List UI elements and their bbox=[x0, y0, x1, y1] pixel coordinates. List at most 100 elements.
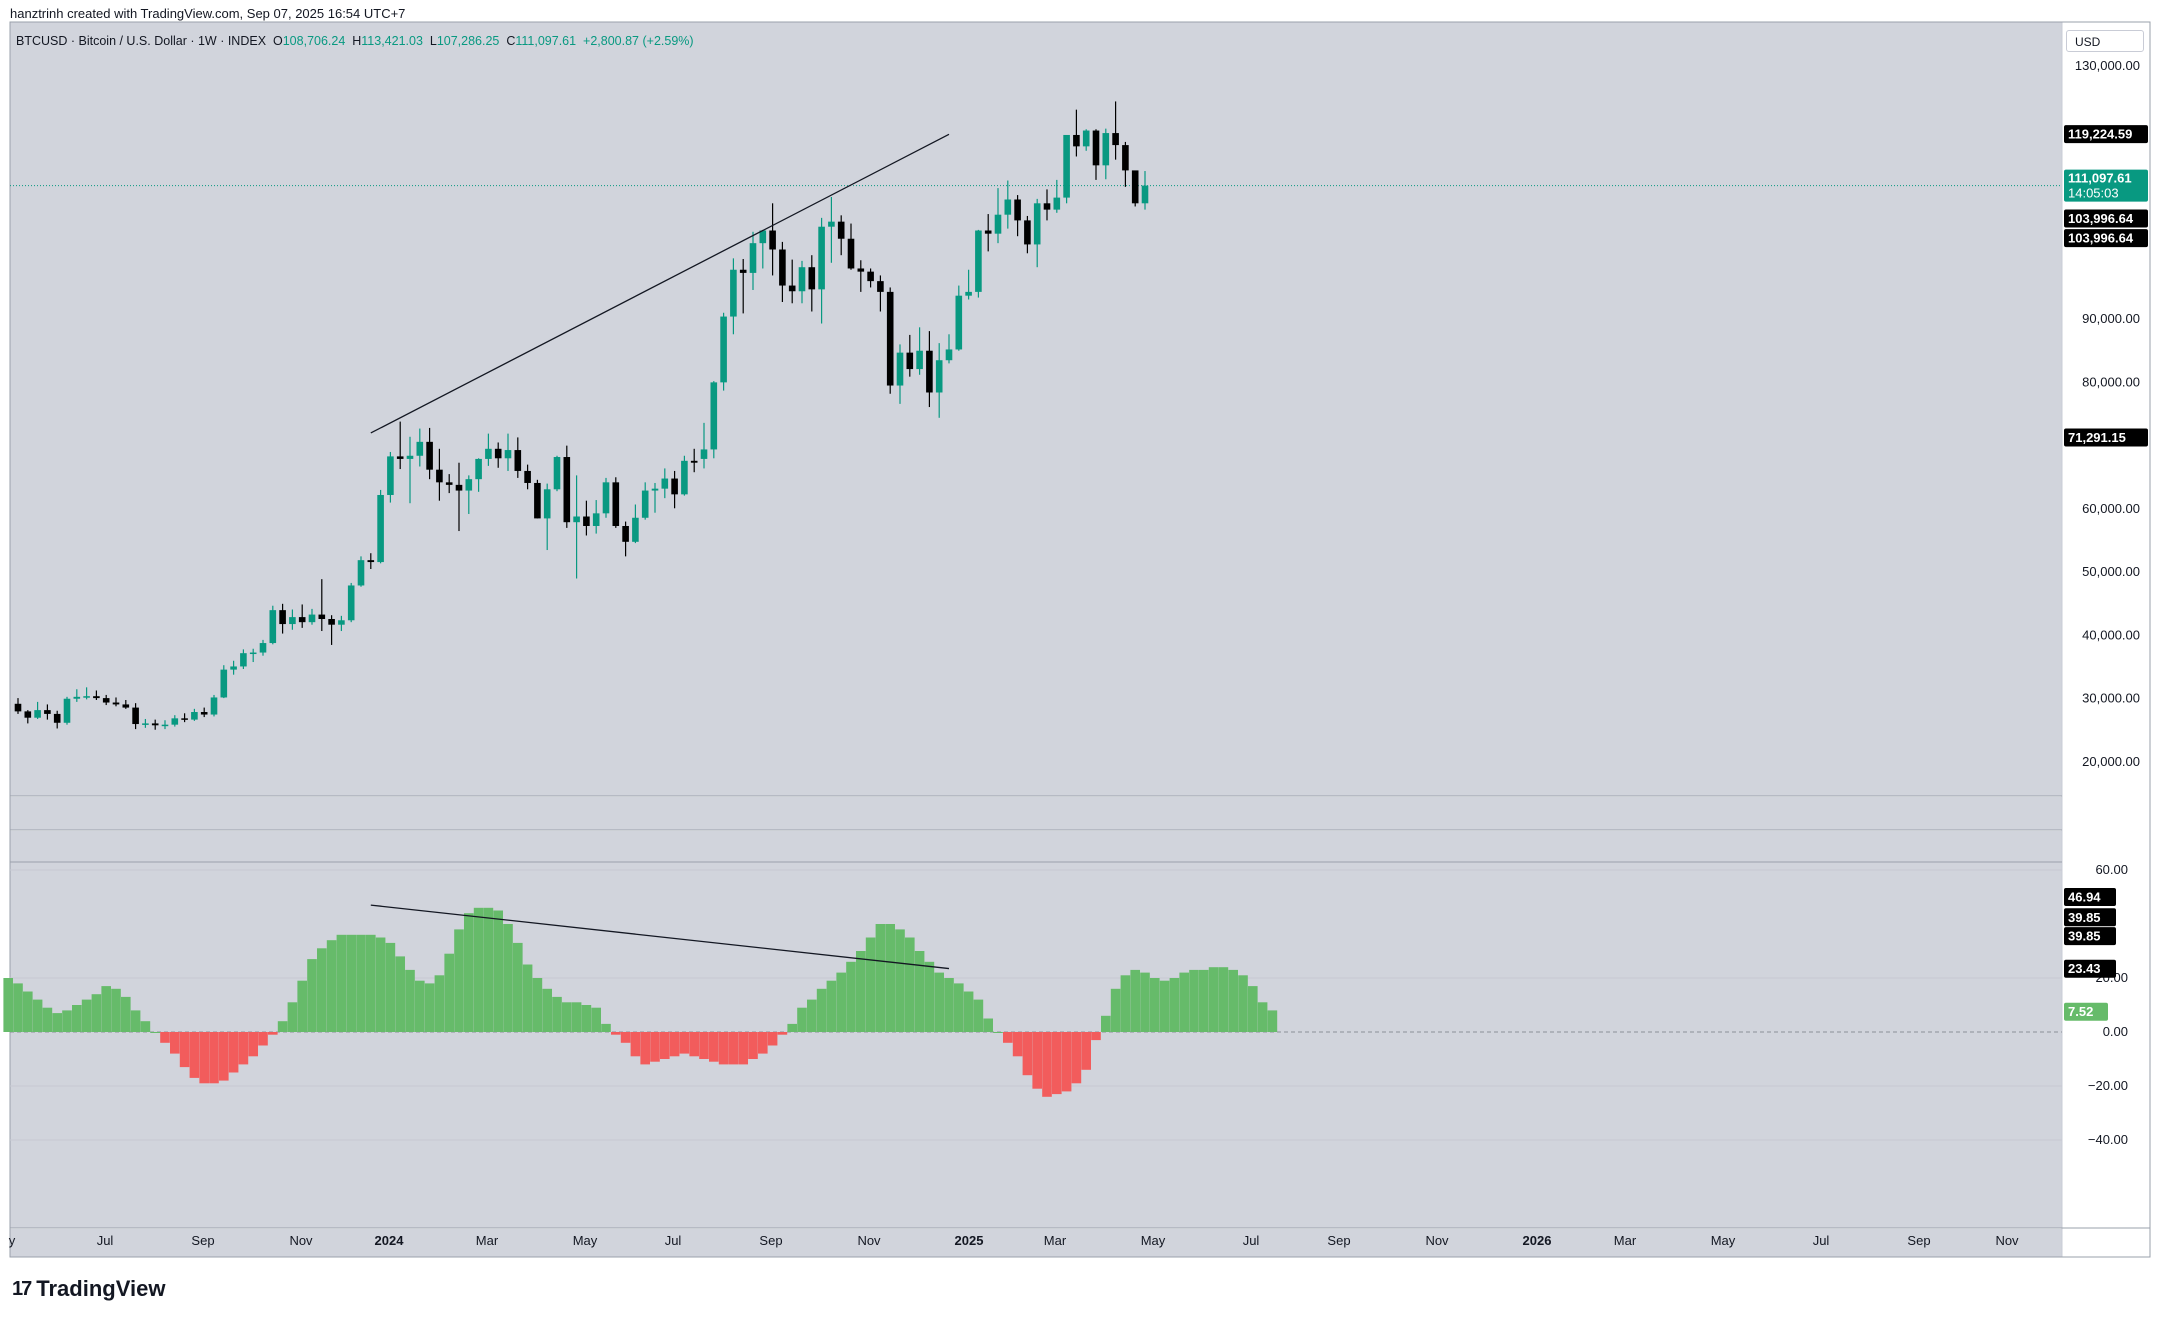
histogram-bar bbox=[1169, 978, 1180, 1032]
histogram-bar bbox=[777, 1032, 788, 1035]
candle-body bbox=[886, 291, 894, 386]
price-axis-tick: 90,000.00 bbox=[2082, 311, 2140, 326]
candle-body bbox=[1122, 145, 1129, 171]
histogram-bar bbox=[32, 999, 43, 1032]
histogram-bar bbox=[954, 983, 964, 1032]
histogram-bar bbox=[699, 1032, 709, 1059]
time-axis-label: May bbox=[573, 1233, 598, 1248]
time-axis-label: Mar bbox=[476, 1233, 499, 1248]
time-axis-label: 2025 bbox=[955, 1233, 984, 1248]
candle-body bbox=[788, 285, 796, 292]
candle-body bbox=[191, 712, 198, 720]
histogram-bar bbox=[72, 1005, 82, 1032]
histogram-bar bbox=[738, 1032, 748, 1065]
candle-body bbox=[926, 350, 933, 393]
candle-body bbox=[44, 710, 51, 714]
time-axis-label: Sep bbox=[1907, 1233, 1930, 1248]
histogram-bar bbox=[1238, 975, 1248, 1032]
symbol-label[interactable]: BTCUSD · Bitcoin / U.S. Dollar · 1W · IN… bbox=[16, 34, 267, 48]
candle-body bbox=[514, 450, 522, 471]
histogram-bar bbox=[620, 1032, 631, 1043]
currency-button[interactable]: USD bbox=[2066, 30, 2144, 52]
histogram-bar bbox=[993, 1032, 1003, 1033]
histogram-bar bbox=[317, 948, 327, 1032]
candle-body bbox=[857, 268, 865, 272]
histogram-bar bbox=[493, 910, 503, 1032]
time-axis-label: 2024 bbox=[375, 1233, 405, 1248]
price-axis-tick: 130,000.00 bbox=[2075, 58, 2140, 73]
histogram-bar bbox=[1189, 969, 1199, 1032]
histogram-bar bbox=[268, 1032, 278, 1035]
histogram-bar bbox=[434, 975, 445, 1032]
candle-body bbox=[759, 230, 767, 244]
time-axis-label: Sep bbox=[1327, 1233, 1350, 1248]
histogram-bar bbox=[718, 1032, 729, 1065]
candle-body bbox=[112, 702, 120, 705]
candle-body bbox=[720, 316, 727, 383]
histogram-bar bbox=[209, 1032, 219, 1084]
candle-body bbox=[387, 456, 394, 495]
histogram-bar bbox=[121, 996, 131, 1032]
candle-body bbox=[690, 460, 698, 463]
oscillator-value-tag-bg bbox=[2064, 908, 2116, 927]
histogram-bar bbox=[601, 1023, 611, 1032]
candle-body bbox=[1102, 133, 1110, 166]
candle-body bbox=[906, 352, 914, 370]
candle-body bbox=[494, 448, 502, 459]
histogram-bar bbox=[81, 999, 92, 1032]
time-axis-label: 2026 bbox=[1523, 1233, 1552, 1248]
histogram-bar bbox=[336, 934, 347, 1032]
histogram-bar bbox=[875, 924, 886, 1032]
candle-body bbox=[151, 723, 159, 726]
histogram-bar bbox=[170, 1032, 180, 1054]
time-axis-label: Nov bbox=[857, 1233, 881, 1248]
histogram-bar bbox=[238, 1032, 249, 1065]
histogram-bar bbox=[856, 951, 866, 1032]
candle-body bbox=[122, 704, 130, 708]
histogram-bar bbox=[1110, 988, 1121, 1032]
candle-body bbox=[161, 724, 169, 727]
candle-body bbox=[828, 221, 835, 227]
price-tag-bg bbox=[2064, 169, 2148, 202]
candle-body bbox=[896, 352, 904, 386]
candle-body bbox=[230, 666, 237, 670]
histogram-bar bbox=[650, 1032, 660, 1062]
price-tag-bg bbox=[2064, 209, 2148, 228]
candle-body bbox=[347, 585, 355, 621]
histogram-bar bbox=[199, 1032, 209, 1084]
histogram-bar bbox=[189, 1032, 200, 1078]
candle-body bbox=[1092, 130, 1100, 166]
time-axis-label: Sep bbox=[759, 1233, 782, 1248]
candle-body bbox=[298, 617, 306, 623]
time-axis-bg bbox=[10, 1229, 2062, 1257]
candle-body bbox=[651, 488, 659, 491]
candle-body bbox=[877, 281, 884, 292]
close-label: C bbox=[506, 34, 516, 48]
histogram-bar bbox=[1081, 1032, 1091, 1070]
histogram-bar bbox=[885, 924, 895, 1032]
histogram-bar bbox=[1257, 1002, 1268, 1032]
candle-body bbox=[396, 456, 404, 459]
candle-body bbox=[14, 703, 22, 712]
histogram-bar bbox=[846, 961, 856, 1032]
high-value: 113,421.03 bbox=[361, 34, 423, 48]
tradingview-logo[interactable]: 17 TradingView bbox=[12, 1276, 165, 1302]
histogram-bar bbox=[797, 1007, 807, 1032]
price-tag-sub: 14:05:03 bbox=[2068, 186, 2119, 201]
candle-body bbox=[524, 470, 531, 483]
candle-body bbox=[602, 482, 610, 514]
histogram-bar bbox=[1208, 967, 1219, 1032]
histogram-bar bbox=[111, 988, 121, 1032]
oscillator-value-tag: 7.52 bbox=[2068, 1004, 2093, 1019]
histogram-bar bbox=[1091, 1032, 1101, 1041]
oscillator-value-tag-bg bbox=[2064, 959, 2116, 978]
histogram-bar bbox=[944, 978, 954, 1032]
histogram-bar bbox=[669, 1032, 680, 1057]
histogram-bar bbox=[160, 1032, 170, 1043]
candle-body bbox=[632, 517, 639, 542]
histogram-bar bbox=[924, 961, 935, 1032]
histogram-bar bbox=[914, 951, 925, 1032]
histogram-bar bbox=[640, 1032, 650, 1065]
price-axis-tick: 50,000.00 bbox=[2082, 564, 2140, 579]
